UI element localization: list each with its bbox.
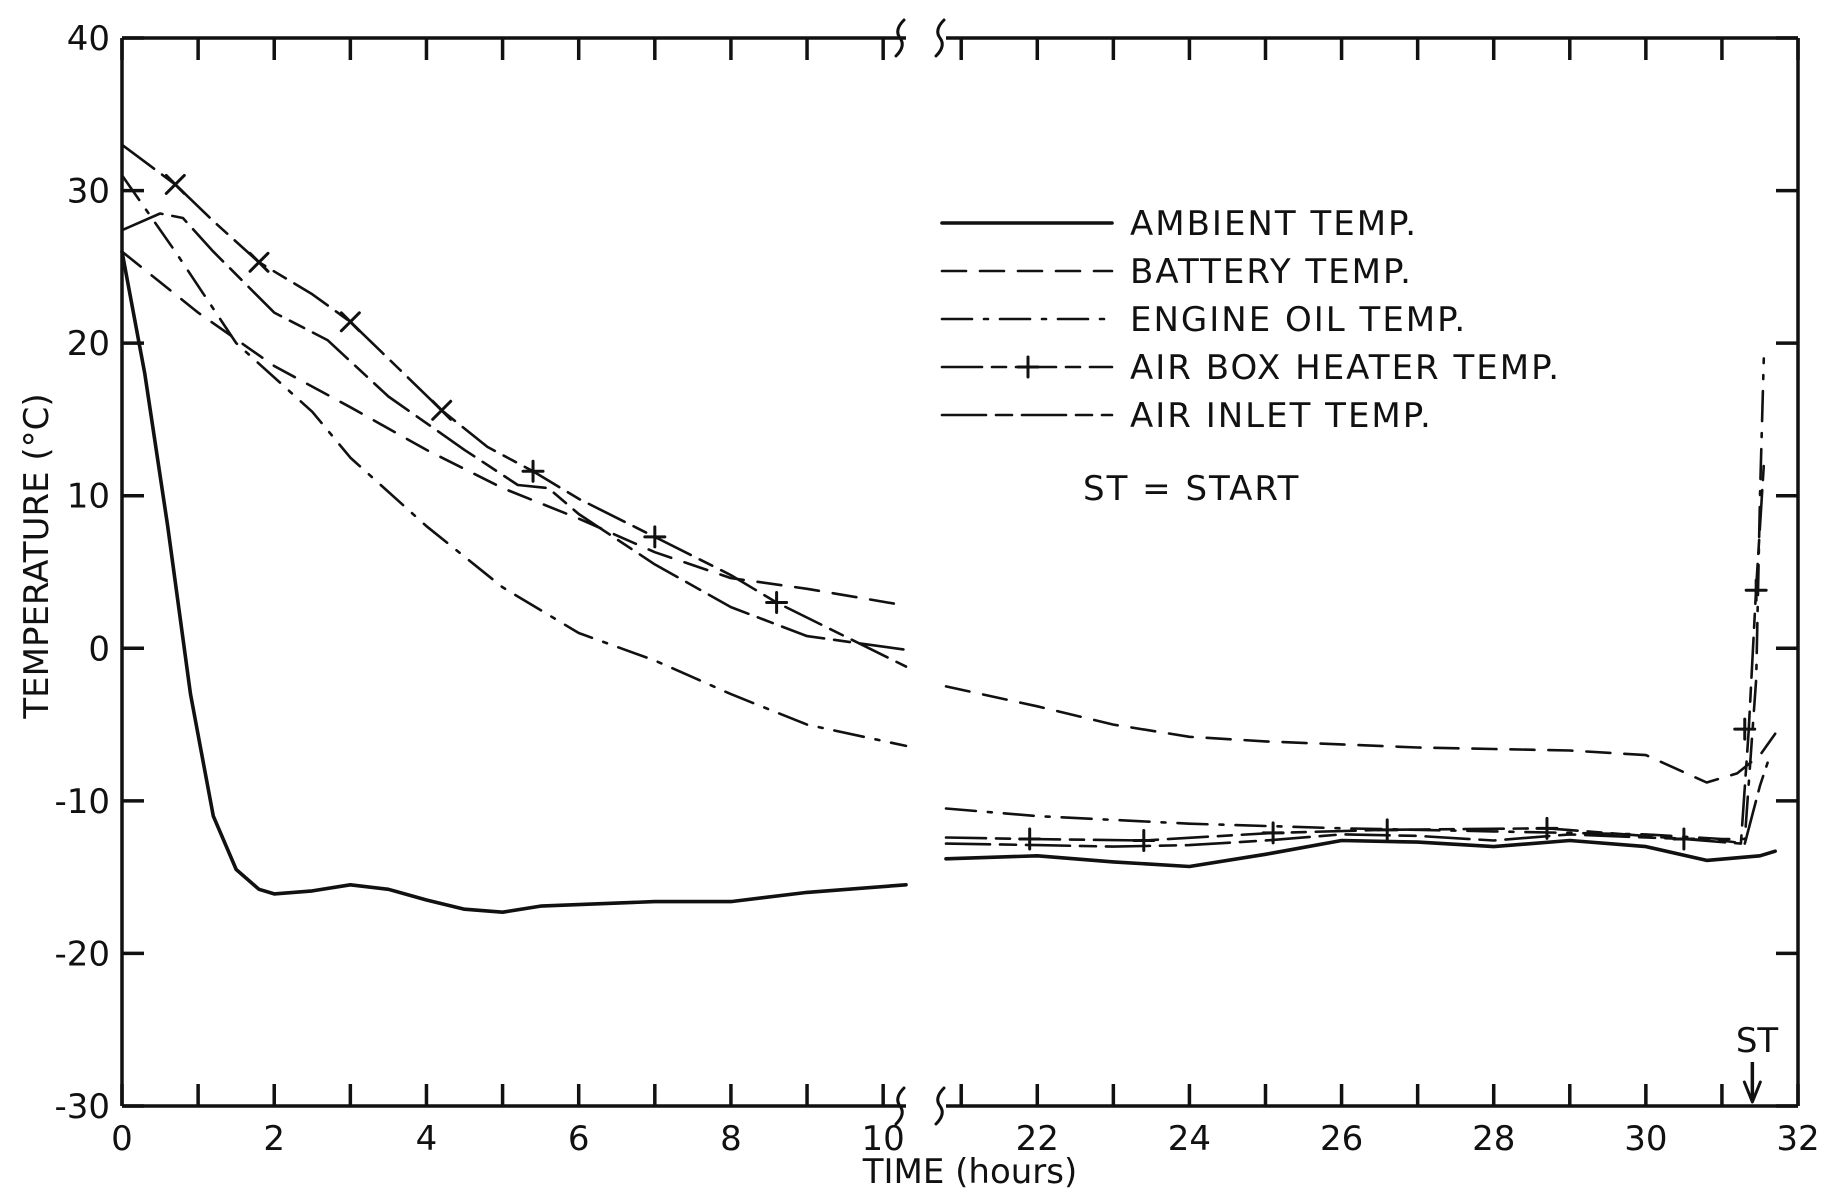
air-box-marker — [1375, 818, 1399, 842]
battery-temp-line-right — [944, 685, 1777, 784]
air-box-marker — [164, 173, 186, 195]
legend-note: ST = START — [1083, 469, 1300, 509]
plot-frame — [120, 18, 1800, 1126]
x-tick-label: 4 — [416, 1119, 438, 1159]
series-lines — [120, 143, 1777, 1104]
ambient-temp-line-left — [120, 249, 908, 914]
air-box-heater-temp-line-right — [944, 463, 1766, 845]
x-tick-label: 22 — [1016, 1119, 1059, 1159]
x-tick-label: 0 — [111, 1119, 133, 1159]
y-tick-label: -10 — [54, 782, 110, 822]
air-box-marker — [521, 459, 545, 483]
air-box-marker — [1132, 829, 1156, 853]
legend-plus-marker — [1016, 355, 1040, 379]
y-tick-label: 20 — [67, 324, 110, 364]
legend-label: AIR INLET TEMP. — [1130, 396, 1433, 436]
x-tick-label: 30 — [1624, 1119, 1667, 1159]
air-box-marker — [1733, 717, 1757, 741]
air-box-marker — [431, 399, 453, 421]
air-box-marker — [765, 591, 789, 615]
x-axis-label: TIME (hours) — [862, 1152, 1078, 1192]
x-tick-label: 2 — [263, 1119, 285, 1159]
engine-oil-temp-line-right — [944, 357, 1766, 841]
axis-break-mark-bottom-right — [934, 1086, 946, 1126]
x-tick-label: 8 — [720, 1119, 742, 1159]
x-tick-label: 10 — [862, 1119, 905, 1159]
x-tick-label: 24 — [1168, 1119, 1211, 1159]
x-tick-label: 26 — [1320, 1119, 1363, 1159]
y-tick-label: 30 — [67, 172, 110, 212]
x-tick-label: 6 — [568, 1119, 590, 1159]
air-inlet-temp-line-left — [120, 212, 908, 652]
axis-break-mark-top-right — [934, 18, 946, 58]
y-axis-label: TEMPERATURE (°C) — [17, 393, 57, 719]
x-tick-label: 28 — [1472, 1119, 1515, 1159]
y-tick-label: -30 — [54, 1087, 110, 1127]
axis-break-mark-bottom-left — [894, 1086, 906, 1126]
y-tick-label: -20 — [54, 934, 110, 974]
air-box-marker — [248, 251, 270, 273]
x-tick-label: 32 — [1776, 1119, 1819, 1159]
engine-oil-temp-line-left — [120, 174, 908, 748]
legend-label: AIR BOX HEATER TEMP. — [1130, 348, 1561, 388]
ambient-temp-line-right — [944, 838, 1777, 869]
y-tick-label: 0 — [88, 629, 110, 669]
air-box-marker — [1744, 578, 1768, 602]
air-box-marker — [339, 311, 361, 333]
start-annotation-label: ST — [1736, 1021, 1779, 1061]
legend-label: BATTERY TEMP. — [1130, 252, 1413, 292]
legend-label: ENGINE OIL TEMP. — [1130, 300, 1467, 340]
air-inlet-temp-line-right — [944, 761, 1769, 848]
y-tick-label: 10 — [67, 477, 110, 517]
air-box-marker — [643, 525, 667, 549]
legend: AMBIENT TEMP. BATTERY TEMP. ENGINE OIL TEM… — [940, 204, 1561, 436]
battery-temp-line-left — [120, 250, 908, 607]
y-tick-label: 40 — [67, 19, 110, 59]
start-arrow-head — [1742, 1080, 1762, 1104]
air-box-heater-temp-line-left — [120, 143, 908, 668]
legend-label: AMBIENT TEMP. — [1130, 204, 1418, 244]
axis-break-mark-top-left — [894, 18, 906, 58]
